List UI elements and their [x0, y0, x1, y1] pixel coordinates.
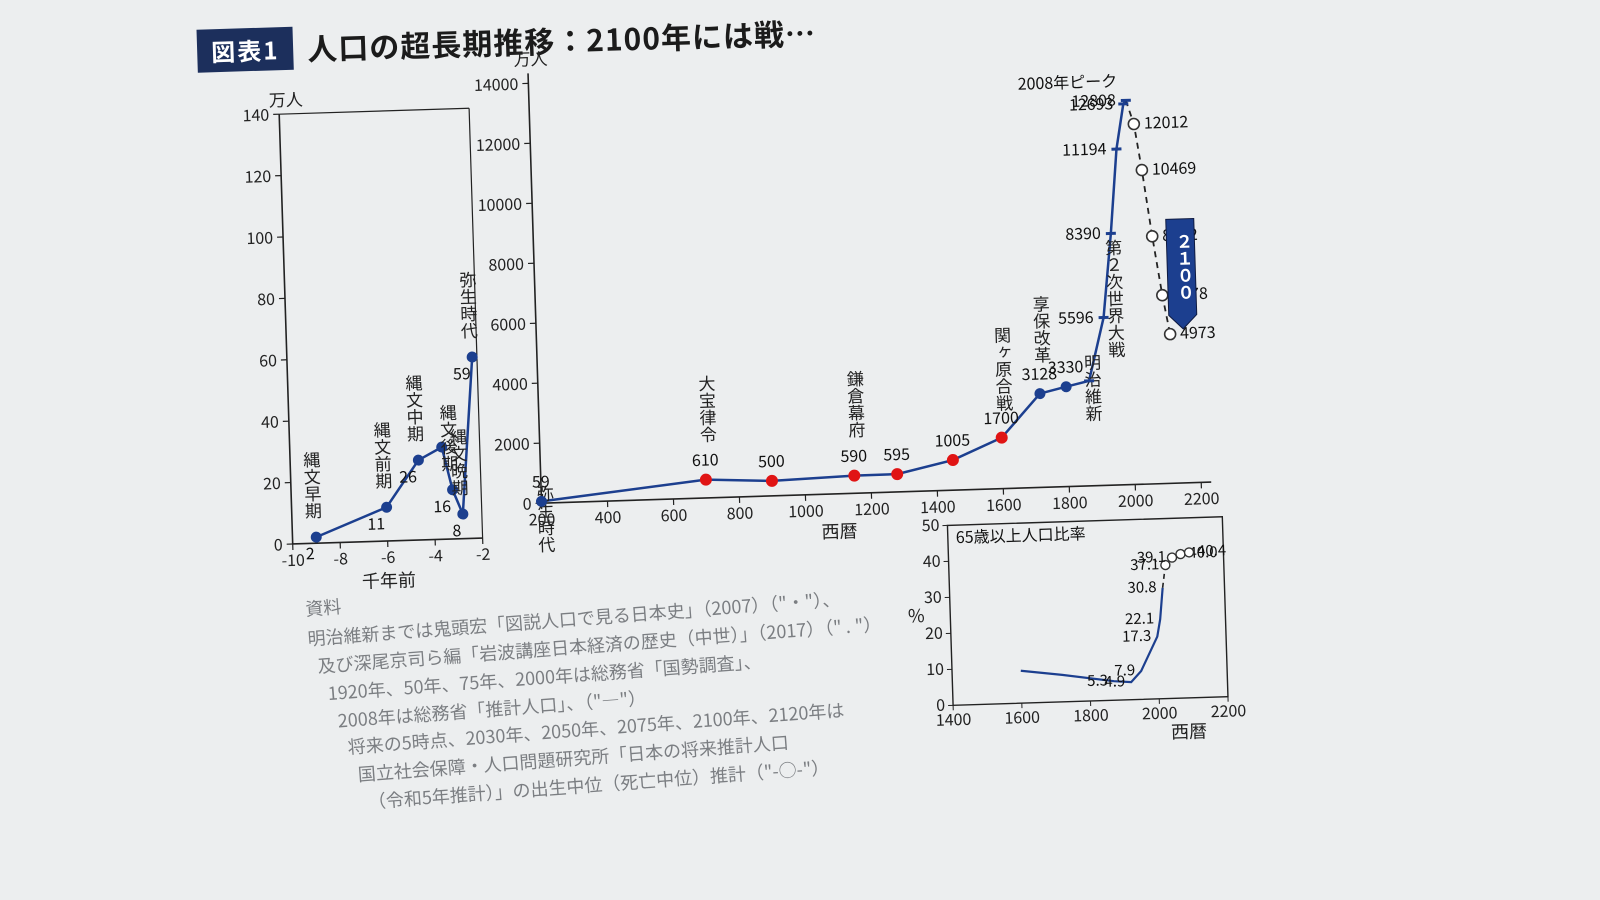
panel-b-projection-point: [1128, 118, 1139, 129]
svg-text:80: 80: [257, 286, 276, 311]
svg-text:100: 100: [246, 224, 274, 249]
era-label: 鎌倉幕府: [843, 370, 870, 440]
value-label: 1005: [934, 427, 970, 452]
value-label: 5596: [1058, 304, 1094, 329]
svg-text:4000: 4000: [492, 371, 528, 396]
value-label: 11: [367, 510, 386, 535]
panel-c-projection-point: [1176, 549, 1185, 558]
value-label: 610: [692, 446, 720, 471]
svg-text:120: 120: [244, 163, 272, 188]
svg-text:-10: -10: [281, 547, 305, 572]
svg-text:12000: 12000: [475, 131, 520, 156]
panel-b-projection-point: [1136, 164, 1147, 175]
svg-text:60: 60: [259, 347, 278, 372]
svg-text:6000: 6000: [490, 311, 526, 336]
value-label: 16: [433, 493, 452, 518]
svg-text:2200: 2200: [1184, 485, 1220, 510]
panel-b-point: [891, 468, 903, 480]
svg-text:140: 140: [242, 102, 270, 127]
svg-text:1800: 1800: [1073, 701, 1109, 726]
value-label: 39.1: [1136, 546, 1166, 568]
era-label: 関ヶ原合戦: [990, 326, 1018, 412]
panel-b-point: [700, 473, 712, 485]
value-label: 590: [840, 442, 868, 467]
svg-text:600: 600: [660, 502, 688, 527]
panel-b-projection-point: [1164, 328, 1175, 339]
era-label: 第２次世界大戦: [1101, 239, 1130, 359]
svg-text:西暦: 西暦: [1171, 717, 1208, 744]
value-label: 7.9: [1114, 659, 1135, 681]
panel-b-point: [1060, 381, 1071, 392]
svg-text:1400: 1400: [935, 706, 971, 731]
svg-text:2000: 2000: [1118, 487, 1154, 512]
era-label: 縄文晩期: [446, 428, 473, 498]
svg-text:-4: -4: [428, 542, 443, 566]
panel-b-point: [947, 454, 959, 466]
value-label: 40.4: [1197, 539, 1227, 561]
svg-text:400: 400: [594, 504, 622, 529]
svg-text:万人: 万人: [513, 45, 548, 71]
era-label: 縄文前期: [369, 421, 396, 491]
value-label: 3330: [1047, 353, 1083, 378]
svg-text:1800: 1800: [1052, 489, 1088, 514]
svg-text:50: 50: [921, 512, 940, 537]
era-label: 縄文中期: [401, 374, 428, 444]
era-label: 明治維新: [1080, 353, 1107, 422]
panel-b-point: [766, 475, 778, 487]
svg-text:2000: 2000: [494, 430, 530, 455]
svg-text:8000: 8000: [488, 251, 524, 276]
svg-text:1000: 1000: [788, 497, 824, 522]
value-label: 30.8: [1127, 576, 1157, 598]
sources-block: 資料 明治維新までは鬼頭宏「図説人口で見る日本史」（2007）（"・"）、及び深…: [304, 549, 939, 820]
value-label: 11194: [1062, 135, 1107, 160]
era-label: 弥生時代: [532, 485, 559, 554]
value-label: 500: [758, 447, 786, 472]
svg-text:万人: 万人: [268, 85, 303, 111]
value-label: 595: [883, 441, 911, 466]
panel-c-title: 65歳以上人口比率: [955, 520, 1085, 548]
value-label: 26: [399, 463, 418, 488]
svg-text:40: 40: [922, 548, 941, 573]
value-label: 59: [453, 360, 472, 385]
panel-b-projection-point: [1147, 231, 1158, 242]
svg-text:西暦: 西暦: [821, 517, 858, 544]
svg-text:14000: 14000: [474, 71, 519, 96]
callout-2100-text: ２１００: [1172, 232, 1199, 301]
panel-b-point: [848, 469, 860, 481]
svg-text:1200: 1200: [854, 495, 890, 520]
svg-text:20: 20: [263, 470, 282, 495]
svg-text:10000: 10000: [477, 191, 522, 216]
svg-text:1600: 1600: [986, 491, 1022, 516]
panel-c-projection-point: [1184, 548, 1193, 557]
era-label: 弥生時代: [455, 271, 482, 340]
panel-b-projection-point: [1157, 290, 1168, 301]
value-label: 22.1: [1125, 607, 1155, 629]
value-label: 2: [305, 540, 315, 564]
value-label: 8: [452, 517, 462, 541]
value-label: 10469: [1151, 154, 1196, 179]
value-label: 12012: [1143, 108, 1188, 133]
value-label: 8390: [1065, 220, 1101, 245]
era-label: 縄文早期: [299, 451, 326, 521]
svg-text:2200: 2200: [1210, 697, 1246, 722]
svg-text:-2: -2: [475, 541, 490, 565]
value-label: 59: [532, 468, 551, 493]
value-label: 1700: [983, 404, 1019, 429]
svg-text:40: 40: [261, 409, 280, 434]
era-label: 大宝律令: [694, 374, 721, 443]
svg-text:-8: -8: [333, 545, 348, 569]
panel-c-projection-point: [1167, 553, 1176, 562]
svg-text:-6: -6: [381, 544, 396, 568]
svg-text:800: 800: [726, 500, 754, 525]
peak-label: 2008年ピーク: [1017, 68, 1117, 95]
svg-text:1600: 1600: [1004, 704, 1040, 729]
